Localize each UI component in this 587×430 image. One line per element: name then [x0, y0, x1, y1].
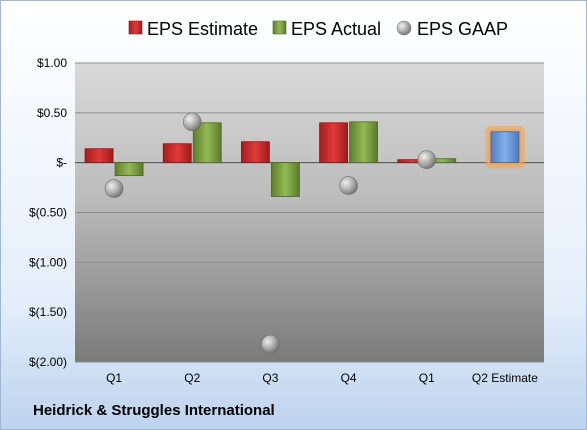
bar-eps-actual — [271, 162, 300, 197]
x-tick-label: Q1 — [419, 371, 435, 385]
bar-eps-estimate — [319, 122, 348, 164]
point-eps-gaap — [417, 150, 437, 169]
x-tick-label: Q2 — [184, 371, 200, 385]
y-tick-label: $(0.50) — [29, 206, 67, 220]
gridlines — [75, 62, 544, 363]
legend-swatch-gaap — [396, 20, 412, 36]
company-name: Heidrick & Struggles International — [33, 402, 275, 419]
x-tick-label: Q4 — [341, 371, 357, 385]
y-tick-label: $0.50 — [37, 106, 67, 120]
bar-q2-estimate — [490, 131, 520, 164]
point-eps-gaap — [261, 334, 280, 354]
bar-eps-actual — [349, 121, 378, 164]
bar-eps-estimate — [84, 148, 114, 164]
x-tick-label: Q1 — [106, 371, 122, 385]
point-eps-gaap — [182, 112, 202, 132]
legend-swatch-actual — [272, 20, 287, 35]
bar-eps-actual — [192, 122, 222, 164]
y-tick-label: $(2.00) — [29, 355, 67, 369]
x-axis-ticks: Q1 Q2 Q3 Q4 Q1 Q2 Estimate — [106, 371, 538, 385]
legend-swatch-estimate — [128, 20, 143, 35]
y-tick-label: $- — [56, 156, 67, 170]
y-tick-label: $(1.50) — [29, 305, 67, 319]
legend-label-actual: EPS Actual — [291, 19, 381, 39]
y-axis-ticks: $1.00 $0.50 $- $(0.50) $(1.00) $(1.50) $(2.00) — [29, 56, 67, 369]
y-tick-label: $(1.00) — [29, 255, 67, 269]
point-eps-gaap — [339, 176, 358, 195]
legend-label-gaap: EPS GAAP — [417, 19, 508, 39]
gaap-points — [104, 112, 437, 354]
x-tick-label: Q3 — [262, 371, 278, 385]
legend: EPS Estimate EPS Actual EPS GAAP — [128, 19, 508, 39]
bar-eps-estimate — [241, 141, 270, 164]
bar-eps-estimate — [162, 143, 192, 164]
y-tick-label: $1.00 — [37, 56, 67, 70]
legend-label-estimate: EPS Estimate — [147, 19, 258, 39]
x-tick-label: Q2 Estimate — [472, 371, 538, 385]
bars — [84, 121, 525, 197]
point-eps-gaap — [104, 179, 124, 198]
bar-eps-actual — [114, 162, 144, 177]
